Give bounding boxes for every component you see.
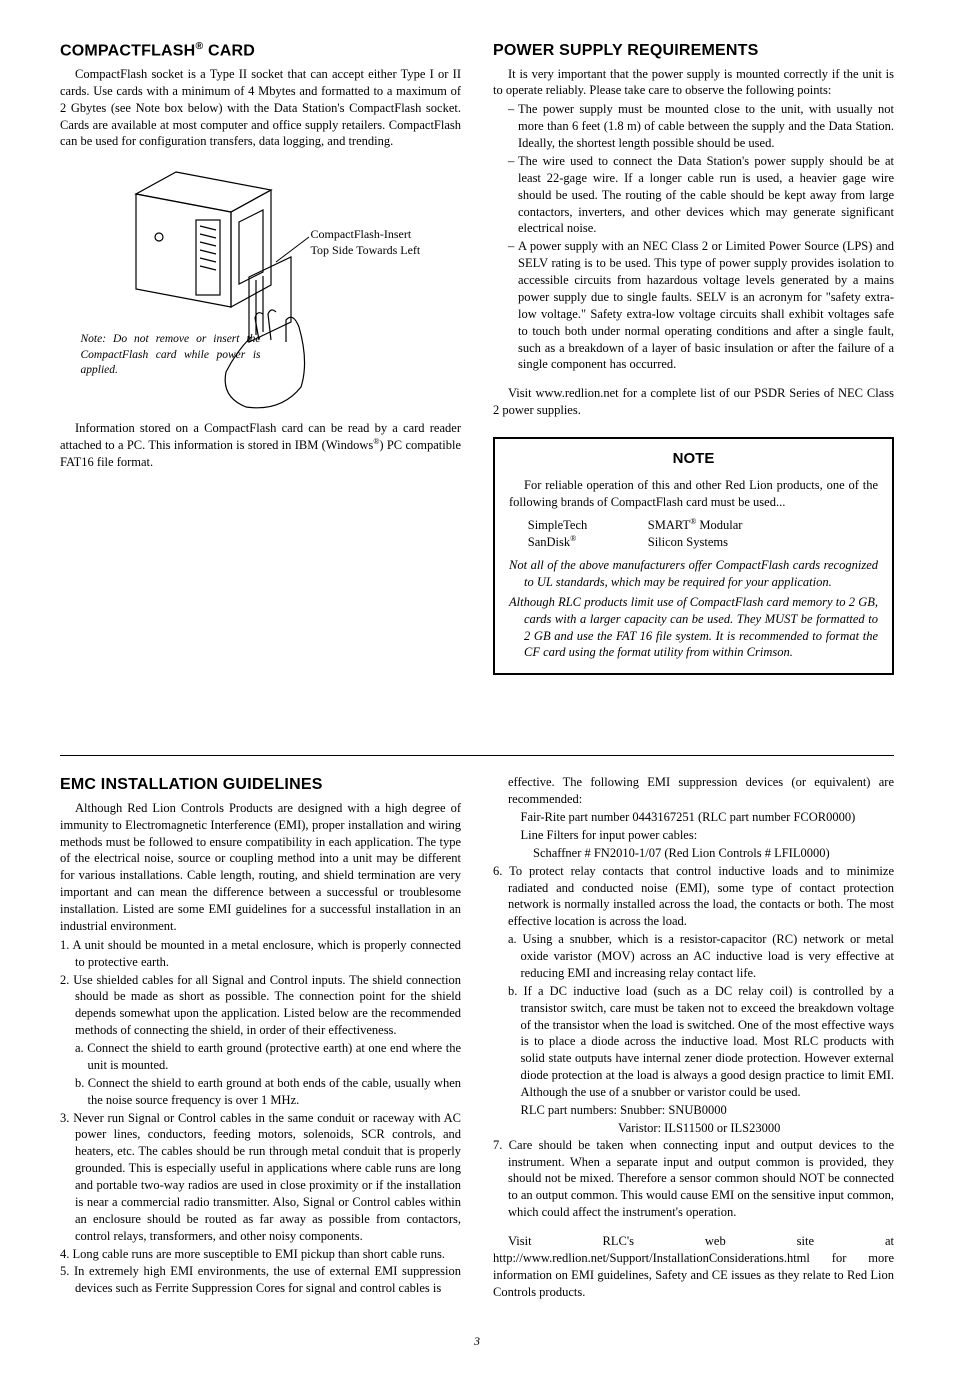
note-title: NOTE — [509, 449, 878, 469]
section-divider — [60, 755, 894, 756]
psr-point-3: A power supply with an NEC Class 2 or Li… — [508, 238, 894, 373]
cf-figure: CompactFlash-Insert Top Side Towards Lef… — [81, 162, 441, 412]
cf-p2: Information stored on a CompactFlash car… — [60, 420, 461, 471]
emc-title: EMC INSTALLATION GUIDELINES — [60, 774, 461, 796]
psr-title: POWER SUPPLY REQUIREMENTS — [493, 40, 894, 62]
emc-n6b: b. If a DC inductive load (such as a DC … — [493, 983, 894, 1101]
emc-n2b: b. Connect the shield to earth ground at… — [60, 1075, 461, 1109]
emc-pend: Visit RLC's web site at http://www.redli… — [493, 1233, 894, 1301]
emc-n5-cont: effective. The following EMI suppression… — [493, 774, 894, 808]
note-italic-2: Although RLC products limit use of Compa… — [509, 594, 878, 662]
psr-p1: It is very important that the power supp… — [493, 66, 894, 100]
psr-point-2: The wire used to connect the Data Statio… — [508, 153, 894, 237]
emc-l3: Schaffner # FN2010-1/07 (Red Lion Contro… — [493, 845, 894, 862]
emc-n5: 5. In extremely high EMI environments, t… — [60, 1263, 461, 1297]
note-box: NOTE For reliable operation of this and … — [493, 437, 894, 675]
page-number: 3 — [60, 1333, 894, 1349]
emc-l2: Line Filters for input power cables: — [493, 827, 894, 844]
emc-n6a: a. Using a snubber, which is a resistor-… — [493, 931, 894, 982]
brand-2: SanDisk® — [528, 534, 648, 551]
note-brands: SimpleTech SanDisk® SMART® Modular Silic… — [528, 517, 878, 551]
emc-n2: 2. Use shielded cables for all Signal an… — [60, 972, 461, 1040]
note-intro: For reliable operation of this and other… — [509, 477, 878, 511]
emc-n4: 4. Long cable runs are more susceptible … — [60, 1246, 461, 1263]
psr-p2: Visit www.redlion.net for a complete lis… — [493, 385, 894, 419]
note-italic-1: Not all of the above manufacturers offer… — [509, 557, 878, 591]
brand-3: SMART® Modular — [648, 517, 768, 534]
emc-n1: 1. A unit should be mounted in a metal e… — [60, 937, 461, 971]
emc-n7: 7. Care should be taken when connecting … — [493, 1137, 894, 1221]
cf-p1: CompactFlash socket is a Type II socket … — [60, 66, 461, 150]
emc-l1: Fair-Rite part number 0443167251 (RLC pa… — [493, 809, 894, 826]
cf-figure-label: CompactFlash-Insert Top Side Towards Lef… — [311, 227, 431, 258]
emc-p1: Although Red Lion Controls Products are … — [60, 800, 461, 935]
emc-n2a: a. Connect the shield to earth ground (p… — [60, 1040, 461, 1074]
cf-title: COMPACTFLASH® CARD — [60, 40, 461, 62]
emc-rlc2: Varistor: ILS11500 or ILS23000 — [493, 1120, 894, 1137]
cf-figure-note: Note: Do not remove or insert the Compac… — [81, 332, 261, 379]
brand-1: SimpleTech — [528, 517, 648, 534]
emc-n6: 6. To protect relay contacts that contro… — [493, 863, 894, 931]
psr-point-1: The power supply must be mounted close t… — [508, 101, 894, 152]
emc-rlc1: RLC part numbers: Snubber: SNUB0000 — [493, 1102, 894, 1119]
emc-n3: 3. Never run Signal or Control cables in… — [60, 1110, 461, 1245]
brand-4: Silicon Systems — [648, 534, 768, 551]
